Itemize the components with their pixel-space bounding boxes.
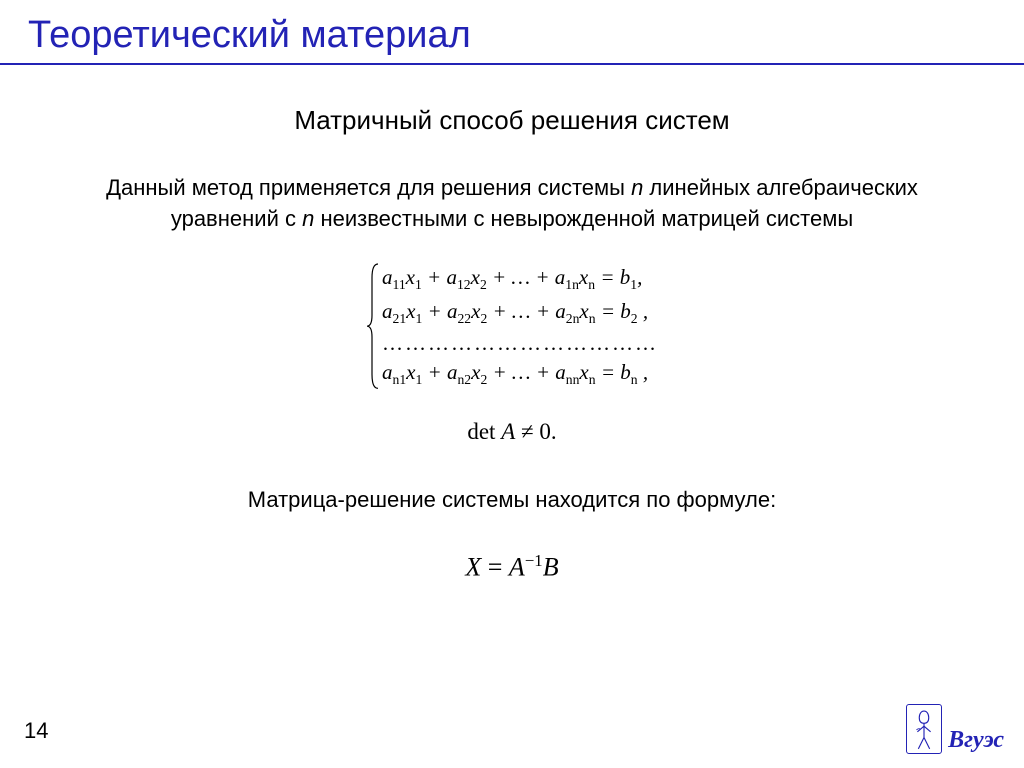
- formula-sup: −1: [525, 551, 543, 570]
- eq-sub: 2: [631, 311, 638, 326]
- subtitle: Матричный способ решения систем: [0, 105, 1024, 136]
- eq-sub: 22: [457, 311, 471, 326]
- eq-sub: 11: [393, 278, 406, 293]
- body-pre1: Данный метод применяется для решения сис…: [106, 175, 631, 200]
- eq-op: =: [596, 299, 621, 323]
- eq-op: + … +: [487, 265, 555, 289]
- equation-dots: ………………………………: [382, 330, 658, 357]
- eq-x: x: [579, 299, 588, 323]
- eq-op: + … +: [487, 360, 555, 384]
- eq-b: b: [620, 299, 631, 323]
- logo-area: Вгуэс: [906, 704, 1004, 754]
- eq-sub: 12: [457, 278, 471, 293]
- eq-sub: 1: [415, 278, 422, 293]
- eq-sub: n: [589, 372, 596, 387]
- formula-B: B: [543, 552, 559, 581]
- eq-a: a: [446, 265, 457, 289]
- eq-sub: n: [631, 372, 638, 387]
- eq-x: x: [579, 360, 588, 384]
- body-paragraph: Данный метод применяется для решения сис…: [82, 172, 942, 234]
- eq-sub: n1: [393, 372, 407, 387]
- eq-a: a: [555, 360, 566, 384]
- det-rest: ≠ 0.: [515, 419, 556, 444]
- left-brace-icon: [366, 262, 380, 390]
- eq-a: a: [447, 299, 458, 323]
- eq-op: +: [422, 299, 447, 323]
- eq-op: + … +: [487, 299, 555, 323]
- equation-line-2: a21x1 + a22x2 + … + a2nxn = b2 ,: [382, 296, 658, 330]
- eq-sub: nn: [566, 372, 580, 387]
- equation-line-1: a11x1 + a12x2 + … + a1nxn = b1,: [382, 262, 658, 296]
- page-number: 14: [24, 718, 48, 744]
- eq-b: b: [620, 265, 631, 289]
- formula-A: A: [509, 552, 525, 581]
- body-post1: неизвестными с невырожденной матрицей си…: [314, 206, 853, 231]
- eq-x: x: [579, 265, 588, 289]
- eq-x: x: [471, 265, 480, 289]
- eq-x: x: [406, 265, 415, 289]
- eq-comma: ,: [638, 299, 649, 323]
- eq-op: =: [596, 360, 621, 384]
- equation-line-n: an1x1 + an2x2 + … + annxn = bn ,: [382, 357, 658, 391]
- det-text: det: [467, 419, 501, 444]
- eq-comma: ,: [637, 265, 642, 289]
- det-A: A: [501, 419, 515, 444]
- eq-sub: n2: [457, 372, 471, 387]
- eq-sub: n: [589, 311, 596, 326]
- eq-sub: 1n: [565, 278, 579, 293]
- eq-a: a: [382, 265, 393, 289]
- logo-text: Вгуэс: [948, 727, 1004, 754]
- equations-block: a11x1 + a12x2 + … + a1nxn = b1, a21x1 + …: [0, 262, 1024, 444]
- formula-eq: =: [488, 552, 509, 581]
- solution-formula: X = A−1B: [0, 551, 1024, 583]
- title-underline: [0, 63, 1024, 65]
- eq-sub: 21: [393, 311, 407, 326]
- eq-a: a: [382, 360, 393, 384]
- eq-sub: 2n: [566, 311, 580, 326]
- eq-a: a: [447, 360, 458, 384]
- body-n1: n: [631, 175, 643, 200]
- formula-X: X: [465, 552, 487, 581]
- eq-b: b: [620, 360, 631, 384]
- equation-system: a11x1 + a12x2 + … + a1nxn = b1, a21x1 + …: [366, 262, 658, 390]
- below-text: Матрица-решение системы находится по фор…: [0, 487, 1024, 513]
- eq-op: +: [422, 360, 447, 384]
- body-n2: n: [302, 206, 314, 231]
- eq-op: =: [595, 265, 620, 289]
- eq-comma: ,: [638, 360, 649, 384]
- eq-a: a: [382, 299, 393, 323]
- eq-op: +: [422, 265, 447, 289]
- slide-title: Теоретический материал: [0, 0, 1024, 63]
- determinant-condition: det A ≠ 0.: [0, 419, 1024, 445]
- logo-icon: [906, 704, 942, 754]
- eq-a: a: [555, 265, 566, 289]
- eq-a: a: [555, 299, 566, 323]
- eq-sub: 2: [480, 278, 487, 293]
